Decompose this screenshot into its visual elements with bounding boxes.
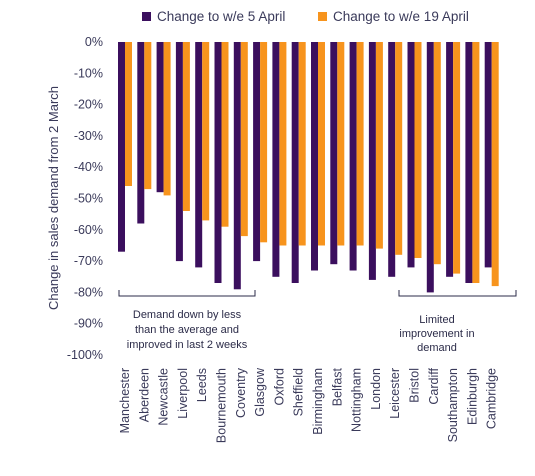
bar-w-e-19-april: [491, 42, 499, 287]
legend-label: Change to w/e 19 April: [333, 9, 469, 24]
x-tick-label: Cambridge: [485, 368, 499, 429]
y-tick-label: -50%: [74, 192, 103, 206]
annotation-text: improvement in: [399, 328, 474, 340]
legend-swatch: [142, 12, 151, 21]
y-tick-label: -20%: [74, 98, 103, 112]
y-tick-label: -100%: [67, 348, 103, 362]
y-tick-label: 0%: [85, 35, 103, 49]
x-tick-label: Belfast: [330, 367, 344, 406]
x-tick-label: Oxford: [272, 368, 286, 406]
y-tick-label: -70%: [74, 254, 103, 268]
bar-w-e-5-april: [330, 42, 338, 265]
bar-w-e-5-april: [446, 42, 454, 277]
bar-w-e-5-april: [484, 42, 492, 268]
bar-w-e-5-april: [175, 42, 183, 262]
annotation-text: improved in last 2 weeks: [127, 339, 248, 351]
bar-w-e-5-april: [118, 42, 125, 252]
bar-w-e-19-april: [260, 42, 268, 243]
legend-swatch: [318, 12, 327, 21]
x-tick-label: Aberdeen: [137, 368, 151, 422]
x-tick-label: Glasgow: [253, 367, 267, 417]
annotation-text: Limited: [419, 314, 454, 326]
y-axis-ticks: 0% -10% -20% -30% -40% -50% -60% -70% -80% -90% -1…: [67, 35, 103, 362]
bar-w-e-5-april: [272, 42, 280, 277]
annotation-text: Demand down by less: [133, 309, 242, 321]
x-tick-label: Liverpool: [176, 368, 190, 419]
bar-w-e-19-april: [337, 42, 345, 246]
x-tick-label: Leeds: [195, 368, 209, 402]
bar-w-e-5-april: [388, 42, 396, 277]
x-tick-label: Southampton: [446, 368, 460, 442]
x-tick-label: Newcastle: [157, 368, 171, 426]
x-tick-label: Edinburgh: [465, 368, 479, 425]
bar-w-e-5-april: [156, 42, 164, 193]
bar-w-e-19-april: [453, 42, 461, 274]
annotations: Demand down by less than the average and i…: [118, 290, 517, 354]
bar-w-e-19-april: [298, 42, 306, 246]
x-tick-label: Coventry: [234, 367, 248, 418]
bar-w-e-5-april: [233, 42, 241, 290]
x-tick-label: London: [369, 368, 383, 410]
bar-w-e-19-april: [221, 42, 229, 227]
x-tick-label: Bournemouth: [215, 368, 229, 443]
x-axis-categories: Manchester Aberdeen Newcastle Liverpool Leed…: [118, 367, 499, 443]
bar-w-e-5-april: [291, 42, 299, 283]
bar-w-e-5-april: [311, 42, 318, 271]
bar-w-e-5-april: [214, 42, 222, 283]
annotation-bracket: [118, 290, 256, 297]
bar-w-e-19-april: [395, 42, 403, 255]
bar-w-e-19-april: [163, 42, 171, 196]
bar-w-e-5-april: [368, 42, 376, 280]
bar-w-e-19-april: [433, 42, 441, 265]
bar-w-e-19-april: [182, 42, 190, 211]
legend: Change to w/e 5 April Change to w/e 19 Ap…: [142, 9, 469, 24]
bar-w-e-19-april: [318, 42, 325, 246]
x-tick-label: Leicester: [388, 368, 402, 419]
x-tick-label: Birmingham: [311, 368, 325, 435]
x-tick-label: Sheffield: [292, 368, 306, 416]
bar-w-e-19-april: [472, 42, 480, 283]
bar-w-e-19-april: [375, 42, 383, 249]
bar-w-e-19-april: [240, 42, 248, 237]
bar-w-e-5-april: [349, 42, 357, 271]
bar-w-e-19-april: [414, 42, 422, 258]
bar-w-e-5-april: [407, 42, 415, 268]
bar-w-e-5-april: [465, 42, 473, 283]
y-tick-label: -30%: [74, 129, 103, 143]
y-tick-label: -80%: [74, 285, 103, 299]
bar-w-e-19-april: [356, 42, 364, 246]
annotation-text: than the average and: [135, 324, 239, 336]
bars: [118, 42, 499, 293]
legend-label: Change to w/e 5 April: [157, 9, 285, 24]
bar-w-e-19-april: [144, 42, 152, 190]
annotation-text: demand: [417, 342, 457, 354]
bar-w-e-19-april: [125, 42, 132, 186]
x-tick-label: Bristol: [408, 368, 422, 403]
y-tick-label: -10%: [74, 66, 103, 80]
x-tick-label: Cardiff: [427, 367, 441, 404]
annotation-bracket: [398, 290, 517, 297]
x-tick-label: Manchester: [118, 368, 132, 433]
bar-w-e-19-april: [202, 42, 210, 221]
bar-w-e-5-april: [426, 42, 434, 293]
bar-w-e-5-april: [195, 42, 203, 268]
y-tick-label: -40%: [74, 160, 103, 174]
bar-w-e-5-april: [253, 42, 261, 262]
y-tick-label: -60%: [74, 223, 103, 237]
y-axis-title: Change in sales demand from 2 March: [46, 86, 61, 310]
bar-w-e-19-april: [279, 42, 287, 246]
bar-w-e-5-april: [137, 42, 145, 224]
x-tick-label: Nottingham: [350, 368, 364, 432]
y-tick-label: -90%: [74, 317, 103, 331]
